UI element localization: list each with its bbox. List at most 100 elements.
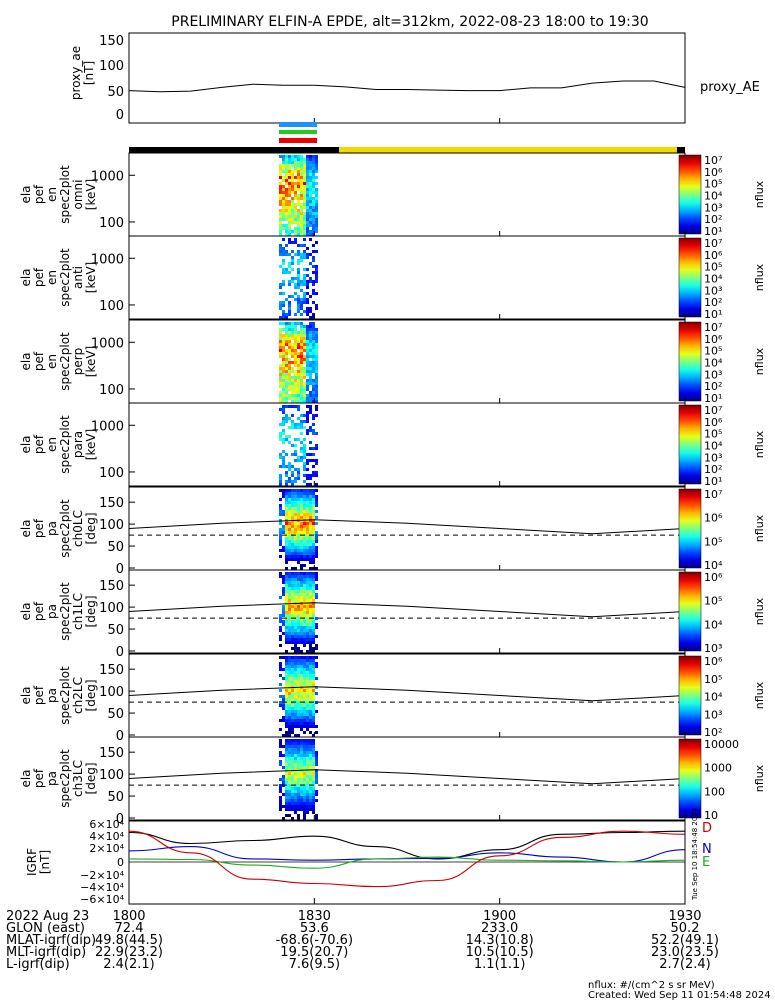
energy-panel-0-pixel (315, 155, 318, 158)
energy-panel-2-pixel (297, 322, 300, 325)
energy-panel-3-pixel (297, 468, 300, 471)
energy-panel-3-pixel (300, 441, 303, 444)
energy-panel-3-pixel (282, 465, 285, 468)
pa-panel-3-pixel (300, 763, 303, 766)
pa-panel-3-ytick-150: 150 (99, 746, 124, 761)
pa-panel-3-pixel (306, 751, 309, 754)
energy-panel-2-pixel (309, 394, 312, 397)
energy-panel-1-pixel (288, 310, 291, 313)
pa-panel-0-pixel (294, 498, 297, 501)
energy-panel-3-pixel (285, 480, 288, 483)
pa-panel-2-pixel (306, 728, 309, 731)
pa-panel-3-pixel (312, 799, 315, 802)
pa-panel-1-pixel (303, 620, 306, 623)
energy-panel-0-pixel (297, 194, 300, 197)
pa-panel-1-ylabel-2: pa (45, 604, 59, 619)
energy-panel-1-colorbar-label-3: 10⁴ (704, 273, 723, 286)
energy-panel-1-pixel (297, 271, 300, 274)
pa-panel-3-pixel (309, 805, 312, 808)
pa-panel-2-pixel (303, 695, 306, 698)
energy-panel-1-ylabel-4: anti (71, 266, 85, 289)
energy-panel-2-pixel (282, 334, 285, 337)
pa-panel-1-pixel (312, 614, 315, 617)
pa-panel-3-pixel (300, 739, 303, 742)
energy-panel-0-pixel (288, 185, 291, 188)
pa-panel-1-pixel (291, 632, 294, 635)
energy-panel-3-pixel (315, 447, 318, 450)
pa-panel-0-pixel (297, 504, 300, 507)
energy-panel-2-pixel (294, 373, 297, 376)
energy-panel-0-pixel (288, 215, 291, 218)
energy-panel-2-pixel (312, 331, 315, 334)
pa-panel-0-pixel (303, 555, 306, 558)
pa-panel-1-pixel (288, 599, 291, 602)
pa-panel-1-pixel (294, 635, 297, 638)
energy-panel-2-pixel (288, 331, 291, 334)
pa-panel-3-colorbar-title: nflux (753, 764, 766, 792)
footer-row-4-value-1: 7.6(9.5) (289, 957, 341, 972)
energy-panel-2-pixel (312, 400, 315, 403)
pa-panel-2-pixel (285, 707, 288, 710)
pa-panel-1-pixel (306, 581, 309, 584)
energy-panel-2-pixel (279, 340, 282, 343)
energy-panel-3-ytick-1000: 1000 (91, 419, 124, 434)
energy-panel-0-pixel (300, 227, 303, 230)
energy-panel-0-pixel (309, 167, 312, 170)
pa-panel-3-pixel (303, 760, 306, 763)
energy-panel-0-ylabel-4: omni (71, 180, 85, 210)
pa-panel-2-pixel (285, 719, 288, 722)
black-end-bar (677, 147, 685, 153)
energy-panel-2-pixel (312, 340, 315, 343)
energy-panel-0-pixel (285, 206, 288, 209)
energy-panel-2-pixel (285, 355, 288, 358)
energy-panel-2-pixel (279, 391, 282, 394)
energy-panel-0-pixel (315, 194, 318, 197)
energy-panel-2-pixel (303, 340, 306, 343)
pa-panel-0-pixel (285, 495, 288, 498)
energy-panel-0-pixel (291, 209, 294, 212)
energy-panel-3-pixel (294, 450, 297, 453)
pa-panel-1-ylabel-4: ch1LC (71, 593, 85, 630)
energy-panel-2-ylabel-0: ela (19, 352, 33, 370)
pa-panel-0-frame (128, 486, 686, 571)
energy-panel-2-pixel (282, 367, 285, 370)
pa-panel-3-pixel (279, 751, 282, 754)
pa-panel-2-pixel (315, 686, 318, 689)
pa-panel-1-pixel (300, 614, 303, 617)
energy-panel-2-pixel (291, 352, 294, 355)
pa-panel-0-pixel (303, 528, 306, 531)
energy-panel-0-pixel (279, 212, 282, 215)
energy-panel-2-pixel (285, 376, 288, 379)
energy-panel-0-pixel (294, 161, 297, 164)
energy-panel-3-pixel (303, 444, 306, 447)
energy-panel-3-pixel (294, 438, 297, 441)
pa-panel-0-pixel (297, 558, 300, 561)
energy-panel-2-pixel (294, 346, 297, 349)
pa-panel-0-pixel (291, 489, 294, 492)
energy-panel-1-pixel (303, 250, 306, 253)
energy-panel-3-pixel (294, 477, 297, 480)
energy-panel-2-pixel (294, 391, 297, 394)
igrf-legend-n: N (702, 842, 712, 857)
energy-panel-0-pixel (294, 230, 297, 233)
pa-panel-0-pixel (309, 501, 312, 504)
pa-panel-2-pixel (300, 680, 303, 683)
energy-panel-2-pixel (309, 322, 312, 325)
pa-panel-3-pixel (288, 784, 291, 787)
pa-panel-3-pixel (309, 793, 312, 796)
energy-panel-0-pixel (306, 221, 309, 224)
pa-panel-2-pixel (297, 695, 300, 698)
pa-panel-0-pixel (306, 501, 309, 504)
energy-panel-3-pixel (312, 474, 315, 477)
energy-panel-2-pixel (300, 346, 303, 349)
pa-panel-2-pixel (291, 725, 294, 728)
pa-panel-0-pixel (300, 537, 303, 540)
pa-panel-0-pixel (285, 522, 288, 525)
igrf-ytick-2e4: 2×10⁴ (89, 842, 124, 855)
energy-panel-1-pixel (315, 307, 318, 310)
pa-panel-0-pixel (282, 549, 285, 552)
energy-panel-3-pixel (306, 429, 309, 432)
energy-panel-1-pixel (300, 307, 303, 310)
energy-panel-0-pixel (279, 227, 282, 230)
pa-panel-2-pixel (279, 674, 282, 677)
